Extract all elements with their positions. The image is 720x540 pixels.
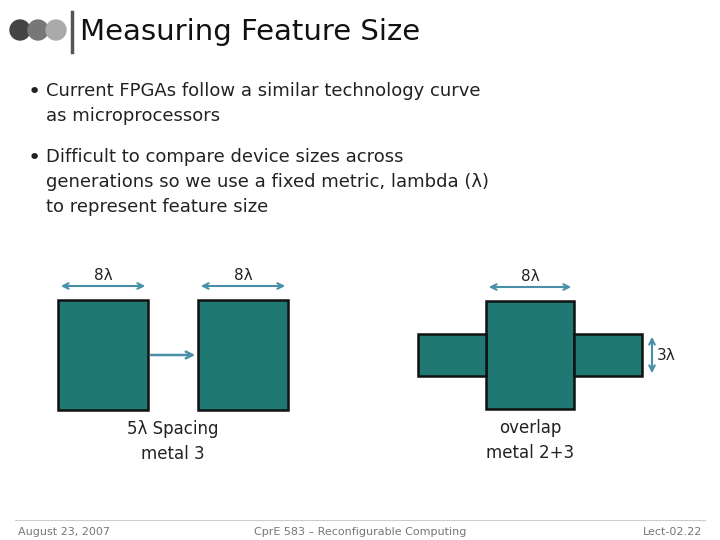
Text: Measuring Feature Size: Measuring Feature Size bbox=[80, 18, 420, 46]
Bar bbox=[574, 334, 642, 376]
Text: 3λ: 3λ bbox=[657, 348, 676, 362]
Text: 8λ: 8λ bbox=[521, 269, 539, 284]
Text: overlap
metal 2+3: overlap metal 2+3 bbox=[486, 419, 574, 462]
Text: CprE 583 – Reconfigurable Computing: CprE 583 – Reconfigurable Computing bbox=[254, 527, 466, 537]
Bar bbox=[58, 300, 148, 410]
Bar bbox=[486, 301, 574, 409]
Text: August 23, 2007: August 23, 2007 bbox=[18, 527, 110, 537]
Bar bbox=[198, 300, 288, 410]
Circle shape bbox=[28, 20, 48, 40]
Text: 8λ: 8λ bbox=[234, 268, 252, 283]
Bar bbox=[418, 334, 486, 376]
Text: 8λ: 8λ bbox=[94, 268, 112, 283]
Text: •: • bbox=[28, 148, 41, 168]
Text: Difficult to compare device sizes across
generations so we use a fixed metric, l: Difficult to compare device sizes across… bbox=[46, 148, 489, 216]
Text: Current FPGAs follow a similar technology curve
as microprocessors: Current FPGAs follow a similar technolog… bbox=[46, 82, 480, 125]
Circle shape bbox=[46, 20, 66, 40]
Text: 5λ Spacing
metal 3: 5λ Spacing metal 3 bbox=[127, 420, 219, 463]
Circle shape bbox=[10, 20, 30, 40]
Text: •: • bbox=[28, 82, 41, 102]
Text: Lect-02.22: Lect-02.22 bbox=[643, 527, 702, 537]
